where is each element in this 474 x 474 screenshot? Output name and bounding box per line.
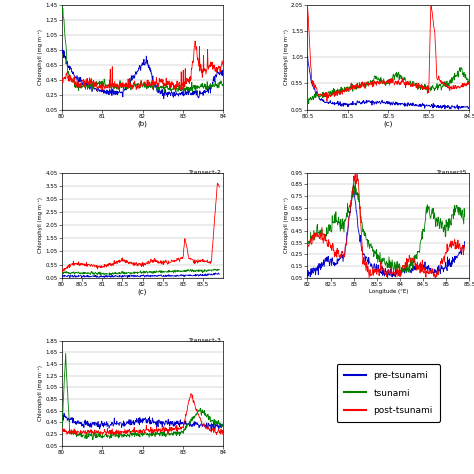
Y-axis label: Chlorophyll (mg m⁻³): Chlorophyll (mg m⁻³) <box>38 365 43 421</box>
X-axis label: (b): (b) <box>137 121 147 128</box>
Y-axis label: Chlorophyll (mg m⁻³): Chlorophyll (mg m⁻³) <box>38 197 43 253</box>
Legend: pre-tsunami, tsunami, post-tsunami: pre-tsunami, tsunami, post-tsunami <box>337 364 440 422</box>
Y-axis label: Chlorophyll (mg m⁻³): Chlorophyll (mg m⁻³) <box>284 29 289 85</box>
Text: Transect-3: Transect-3 <box>189 337 222 343</box>
X-axis label: (c): (c) <box>138 289 147 295</box>
X-axis label: Longitude (°E): Longitude (°E) <box>369 289 408 294</box>
Text: Transect-2: Transect-2 <box>189 170 222 175</box>
X-axis label: (c): (c) <box>383 121 393 128</box>
Y-axis label: Chlorophyll (mg m⁻³): Chlorophyll (mg m⁻³) <box>38 29 43 85</box>
Y-axis label: Chlorophyll (mg m⁻³): Chlorophyll (mg m⁻³) <box>284 197 289 253</box>
Text: Transect5: Transect5 <box>437 170 468 175</box>
